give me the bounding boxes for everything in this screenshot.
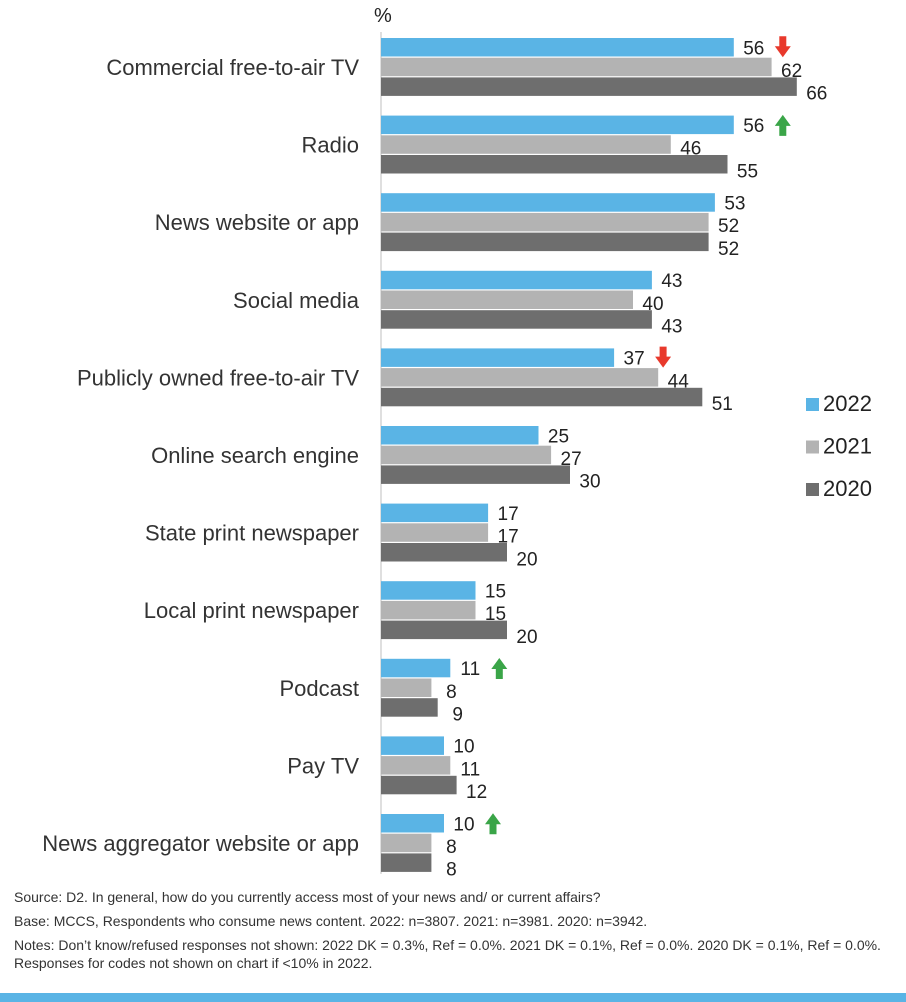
value-label-2021: 27 xyxy=(561,449,582,470)
bar-2022 xyxy=(381,348,615,367)
bar-2020 xyxy=(381,853,432,872)
change-arrow-up-icon xyxy=(774,114,791,136)
chart-notes: Source: D2. In general, how do you curre… xyxy=(14,888,884,978)
bar-2021 xyxy=(381,678,432,697)
value-label-2020: 66 xyxy=(806,84,827,105)
value-label-2020: 20 xyxy=(516,549,537,570)
legend-swatch-2021 xyxy=(806,440,819,454)
legend-label-2021: 2021 xyxy=(823,434,872,459)
bar-2021 xyxy=(381,833,432,853)
legend-swatch-2022 xyxy=(806,398,819,411)
category-label: Radio xyxy=(302,133,359,158)
bottom-accent-band xyxy=(0,993,906,1002)
bar-2020 xyxy=(381,77,797,96)
value-label-2020: 51 xyxy=(712,394,733,415)
value-label-2022: 25 xyxy=(548,426,569,447)
bar-2022 xyxy=(381,193,715,212)
bar-2021 xyxy=(381,368,659,387)
bar-2022 xyxy=(381,736,444,755)
source-note: Source: D2. In general, how do you curre… xyxy=(14,889,601,905)
value-label-2021: 52 xyxy=(718,216,739,237)
value-label-2020: 20 xyxy=(516,627,537,648)
bar-2020 xyxy=(381,543,507,562)
value-label-2022: 10 xyxy=(453,737,474,758)
bar-2022 xyxy=(381,814,444,833)
change-arrow-up-icon xyxy=(491,658,508,680)
bar-2022 xyxy=(381,426,539,445)
value-label-2022: 10 xyxy=(453,814,474,835)
value-label-2022: 15 xyxy=(485,581,506,602)
bar-2020 xyxy=(381,620,507,640)
legend-label-2022: 2022 xyxy=(823,391,872,416)
value-label-2021: 62 xyxy=(781,61,802,82)
value-label-2022: 17 xyxy=(498,504,519,525)
bar-2021 xyxy=(381,756,451,775)
category-label: Local print newspaper xyxy=(144,598,359,623)
value-label-2020: 12 xyxy=(466,782,487,803)
bar-2021 xyxy=(381,523,489,542)
bar-2020 xyxy=(381,310,652,329)
legend-label-2020: 2020 xyxy=(823,476,872,501)
category-label: Pay TV xyxy=(287,753,359,778)
value-label-2022: 43 xyxy=(661,271,682,292)
category-label: Publicly owned free-to-air TV xyxy=(77,365,359,390)
bar-2021 xyxy=(381,290,633,309)
value-label-2021: 15 xyxy=(485,604,506,625)
unit-label: % xyxy=(374,5,392,27)
bar-2022 xyxy=(381,658,451,678)
bar-2022 xyxy=(381,581,476,600)
bar-2021 xyxy=(381,212,709,232)
change-arrow-down-icon xyxy=(774,36,791,58)
value-label-2022: 56 xyxy=(743,38,764,59)
value-label-2021: 8 xyxy=(446,837,457,858)
category-label: Online search engine xyxy=(151,443,359,468)
change-arrow-up-icon xyxy=(485,813,501,835)
bar-2022 xyxy=(381,115,734,135)
value-label-2020: 30 xyxy=(579,472,600,493)
value-label-2020: 55 xyxy=(737,161,758,182)
category-label: News aggregator website or app xyxy=(42,831,359,856)
value-label-2022: 11 xyxy=(460,659,480,680)
category-label: Podcast xyxy=(280,676,360,701)
bar-2020 xyxy=(381,775,457,795)
value-label-2021: 11 xyxy=(460,759,480,780)
value-label-2022: 56 xyxy=(743,116,764,137)
bar-2022 xyxy=(381,270,652,290)
value-label-2020: 52 xyxy=(718,239,739,260)
value-label-2020: 43 xyxy=(661,316,682,337)
value-label-2021: 44 xyxy=(668,371,690,392)
category-label: Social media xyxy=(233,288,360,313)
value-label-2021: 40 xyxy=(642,294,663,315)
bar-2020 xyxy=(381,698,438,717)
value-label-2020: 9 xyxy=(452,704,463,725)
bar-2021 xyxy=(381,600,476,620)
base-note: Base: MCCS, Respondents who consume news… xyxy=(14,913,648,929)
bar-2022 xyxy=(381,503,489,523)
bar-2020 xyxy=(381,387,703,407)
notes-text: Notes: Don’t know/refused responses not … xyxy=(14,937,881,971)
legend-swatch-2020 xyxy=(806,483,819,496)
change-arrow-down-icon xyxy=(655,346,672,368)
value-label-2021: 46 xyxy=(680,139,701,160)
value-label-2022: 53 xyxy=(724,193,745,214)
bar-2021 xyxy=(381,57,772,77)
value-label-2021: 17 xyxy=(498,527,519,548)
bar-2020 xyxy=(381,465,570,484)
bar-2020 xyxy=(381,155,728,174)
bar-2020 xyxy=(381,232,709,252)
category-label: Commercial free-to-air TV xyxy=(106,55,359,80)
value-label-2020: 8 xyxy=(446,860,457,880)
value-label-2021: 8 xyxy=(446,682,457,703)
bar-2021 xyxy=(381,445,552,465)
bar-2021 xyxy=(381,135,671,154)
category-label: News website or app xyxy=(155,210,359,235)
category-label: State print newspaper xyxy=(145,521,359,546)
bar-2022 xyxy=(381,38,734,57)
value-label-2022: 37 xyxy=(624,349,645,370)
